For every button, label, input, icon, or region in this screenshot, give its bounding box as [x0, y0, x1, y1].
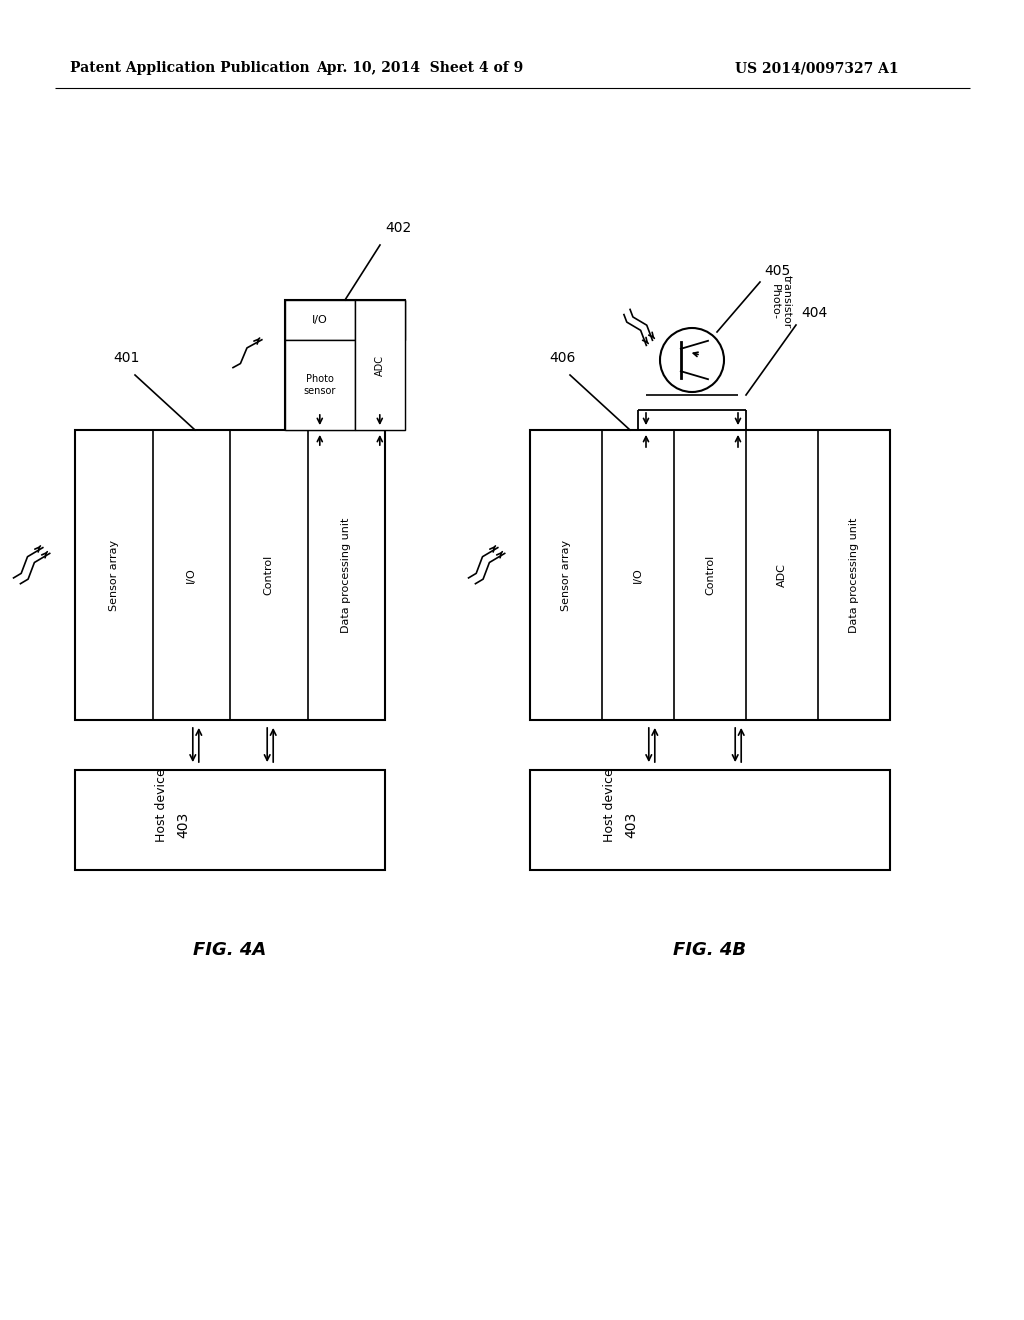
- Text: Sensor array: Sensor array: [561, 540, 571, 611]
- Text: Control: Control: [264, 554, 273, 595]
- Text: 404: 404: [801, 306, 827, 319]
- Text: 405: 405: [764, 264, 791, 279]
- Bar: [530, 430, 890, 719]
- Text: FIG. 4B: FIG. 4B: [674, 941, 746, 960]
- Text: Photo
sensor: Photo sensor: [303, 374, 336, 396]
- Text: Sensor array: Sensor array: [109, 540, 119, 611]
- Text: 402: 402: [385, 220, 412, 235]
- Text: transistor: transistor: [782, 276, 792, 329]
- Text: Data processing unit: Data processing unit: [341, 517, 351, 632]
- Text: ADC: ADC: [375, 355, 385, 375]
- Text: Photo-: Photo-: [770, 284, 780, 319]
- Text: 406: 406: [549, 351, 575, 366]
- Bar: [354, 300, 406, 430]
- Text: Patent Application Publication: Patent Application Publication: [70, 61, 309, 75]
- Bar: [285, 300, 354, 341]
- Text: US 2014/0097327 A1: US 2014/0097327 A1: [735, 61, 899, 75]
- Bar: [530, 770, 890, 870]
- Bar: [285, 300, 406, 341]
- Text: 401: 401: [114, 351, 140, 366]
- Bar: [285, 300, 406, 430]
- Text: Apr. 10, 2014  Sheet 4 of 9: Apr. 10, 2014 Sheet 4 of 9: [316, 61, 523, 75]
- Text: FIG. 4A: FIG. 4A: [194, 941, 266, 960]
- Text: Control: Control: [705, 554, 715, 595]
- Text: Data processing unit: Data processing unit: [849, 517, 859, 632]
- Text: 403: 403: [625, 812, 638, 838]
- Circle shape: [660, 327, 724, 392]
- Bar: [75, 770, 385, 870]
- Bar: [285, 341, 354, 430]
- Text: Host device: Host device: [156, 768, 168, 842]
- Text: I/O: I/O: [633, 568, 643, 583]
- Text: 403: 403: [177, 812, 190, 838]
- Text: Host device: Host device: [603, 768, 615, 842]
- Text: ADC: ADC: [777, 564, 787, 587]
- Text: I/O: I/O: [186, 568, 197, 583]
- Bar: [75, 430, 385, 719]
- Text: I/O: I/O: [312, 315, 328, 325]
